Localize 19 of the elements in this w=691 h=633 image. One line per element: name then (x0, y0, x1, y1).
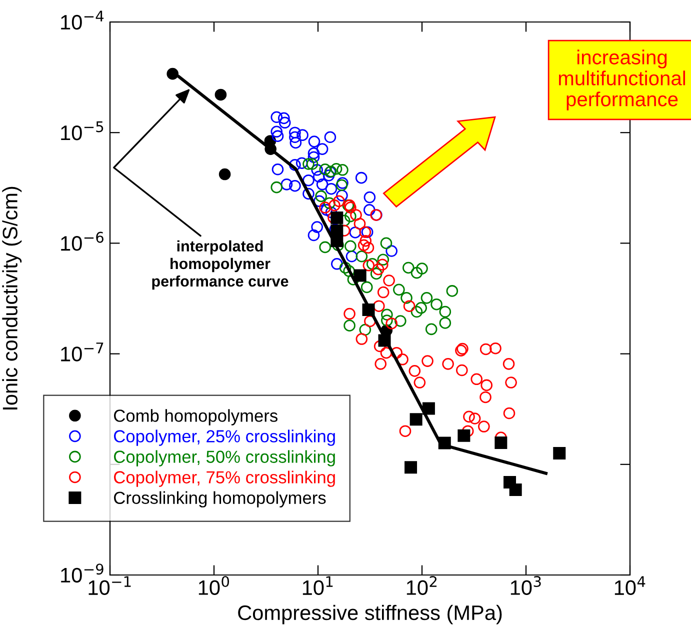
x-tick-label: 10$^{−1}$ (88, 576, 131, 596)
legend-label: Copolymer, 75% crosslinking (114, 470, 335, 487)
x-tick-label: 10$^{1}$ (302, 576, 333, 596)
x-tick-label: 10$^{0}$ (198, 576, 230, 596)
legend-label: Copolymer, 50% crosslinking (114, 450, 335, 466)
x-tick-label: 10$^{2}$ (406, 576, 437, 596)
y-tick-label: 10$^{−4}$ (61, 10, 104, 30)
x-axis-title: Compressive stiffness (MPa) (238, 604, 502, 624)
y-axis-title: Ionic conductivity (S/cm) (2, 186, 22, 410)
y-tick-label: 10$^{−7}$ (61, 342, 104, 362)
y-tick-label: 10$^{−6}$ (61, 232, 104, 251)
legend-label: Copolymer, 25% crosslinking (114, 430, 335, 446)
annotation: interpolated homopolymer performance curve (152, 240, 288, 290)
annotation: increasing multifunctional performance (558, 50, 686, 110)
x-tick-label: 10$^{3}$ (510, 576, 541, 596)
legend-label: Crosslinking homopolymers (114, 491, 326, 508)
x-tick-label: 10$^{4}$ (614, 576, 646, 596)
legend-label: Comb homopolymers (114, 409, 278, 426)
y-tick-label: 10$^{−5}$ (61, 121, 104, 140)
